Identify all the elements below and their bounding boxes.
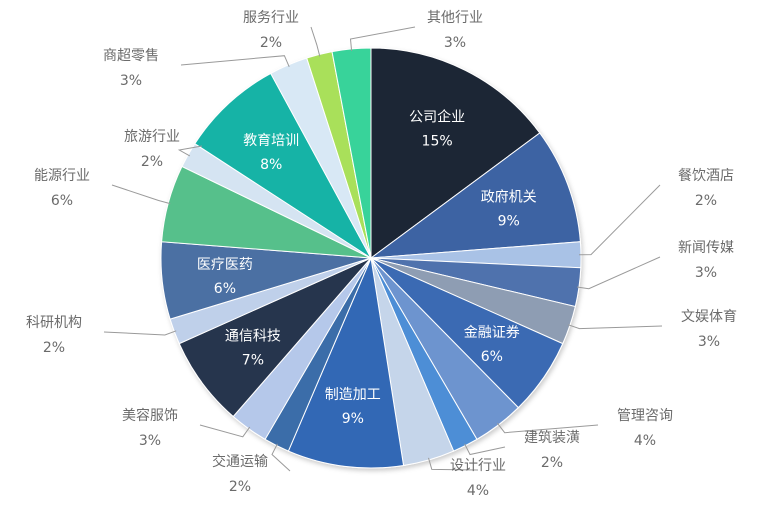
slice-13-name-label: 科研机构 (26, 315, 82, 331)
slice-18-value-label: 3% (120, 73, 142, 89)
slice-9-name-label: 制造加工 (325, 387, 381, 403)
slice-8-value-label: 4% (467, 483, 489, 499)
slice-7-value-label: 2% (541, 455, 563, 471)
slice-18-name-label: 商超零售 (103, 48, 159, 64)
slice-9-value-label: 9% (342, 411, 364, 427)
slice-18-leader-line (180, 55, 290, 67)
slice-11-leader-line (199, 424, 251, 438)
slice-11-name-label: 美容服饰 (122, 407, 178, 424)
slice-0-value-label: 15% (422, 134, 453, 150)
slice-2-leader-line (578, 184, 661, 256)
slice-0-name-label: 公司企业 (409, 109, 465, 126)
slice-19-name-label: 服务行业 (243, 10, 299, 26)
slice-10-name-label: 交通运输 (212, 453, 268, 470)
slice-9 (287, 256, 405, 469)
slices-layer (160, 47, 582, 469)
slice-4-name-label: 文娱体育 (681, 309, 737, 325)
slice-6-leader-line (497, 422, 599, 434)
slice-16-leader-line (177, 145, 203, 157)
slice-6-value-label: 4% (634, 433, 656, 449)
slice-2-name-label: 餐饮酒店 (678, 168, 734, 184)
slice-14-name-label: 医疗医药 (197, 257, 253, 273)
slice-12-name-label: 通信科技 (225, 329, 281, 345)
slice-6-name-label: 管理咨询 (617, 408, 673, 424)
slice-3-name-label: 新闻传媒 (678, 240, 734, 256)
slice-13-value-label: 2% (43, 340, 65, 356)
slice-8-name-label: 设计行业 (450, 458, 506, 474)
slice-17-value-label: 8% (260, 157, 282, 173)
slice-7-name-label: 建筑装潢 (524, 430, 580, 446)
slice-1-name-label: 政府机关 (481, 190, 537, 206)
slice-3-leader-line (576, 256, 661, 290)
slice-19-value-label: 2% (260, 35, 282, 51)
slice-15-name-label: 能源行业 (34, 168, 90, 184)
slice-19-leader-line (310, 26, 321, 57)
slice-7-leader-line (464, 443, 506, 456)
slice-5-name-label: 金融证券 (464, 325, 520, 341)
slice-10-value-label: 2% (229, 479, 251, 495)
slice-15-leader-line (111, 184, 171, 205)
labels-layer: 公司企业 15% 政府机关 9% 餐饮酒店 2% 新闻传媒 3% 文娱体育 3% 金融证券 6% 管理咨… (26, 10, 737, 499)
leader-lines-layer (103, 26, 663, 472)
slice-17-name-label: 教育培训 (243, 133, 299, 149)
slice-14-value-label: 6% (214, 281, 236, 297)
slice-4-leader-line (567, 324, 663, 330)
slice-3-value-label: 3% (695, 265, 717, 281)
slice-16-name-label: 旅游行业 (124, 129, 180, 145)
slice-17 (194, 72, 372, 259)
slice-15-value-label: 6% (51, 193, 73, 209)
slice-2-value-label: 2% (695, 193, 717, 209)
slice-16-value-label: 2% (141, 154, 163, 170)
slice-5-value-label: 6% (481, 349, 503, 365)
slice-20-value-label: 3% (444, 35, 466, 51)
slice-12-value-label: 7% (242, 353, 264, 369)
slice-10-leader-line (271, 443, 291, 472)
slice-1 (369, 132, 581, 259)
slice-4-value-label: 3% (698, 334, 720, 350)
slice-20-leader-line (349, 26, 416, 51)
slice-0 (370, 47, 541, 259)
slice-1-value-label: 9% (498, 214, 520, 230)
slice-20-name-label: 其他行业 (427, 10, 483, 26)
slice-8-leader-line (428, 457, 479, 471)
slice-11-value-label: 3% (139, 433, 161, 449)
slice-13-leader-line (103, 330, 177, 336)
